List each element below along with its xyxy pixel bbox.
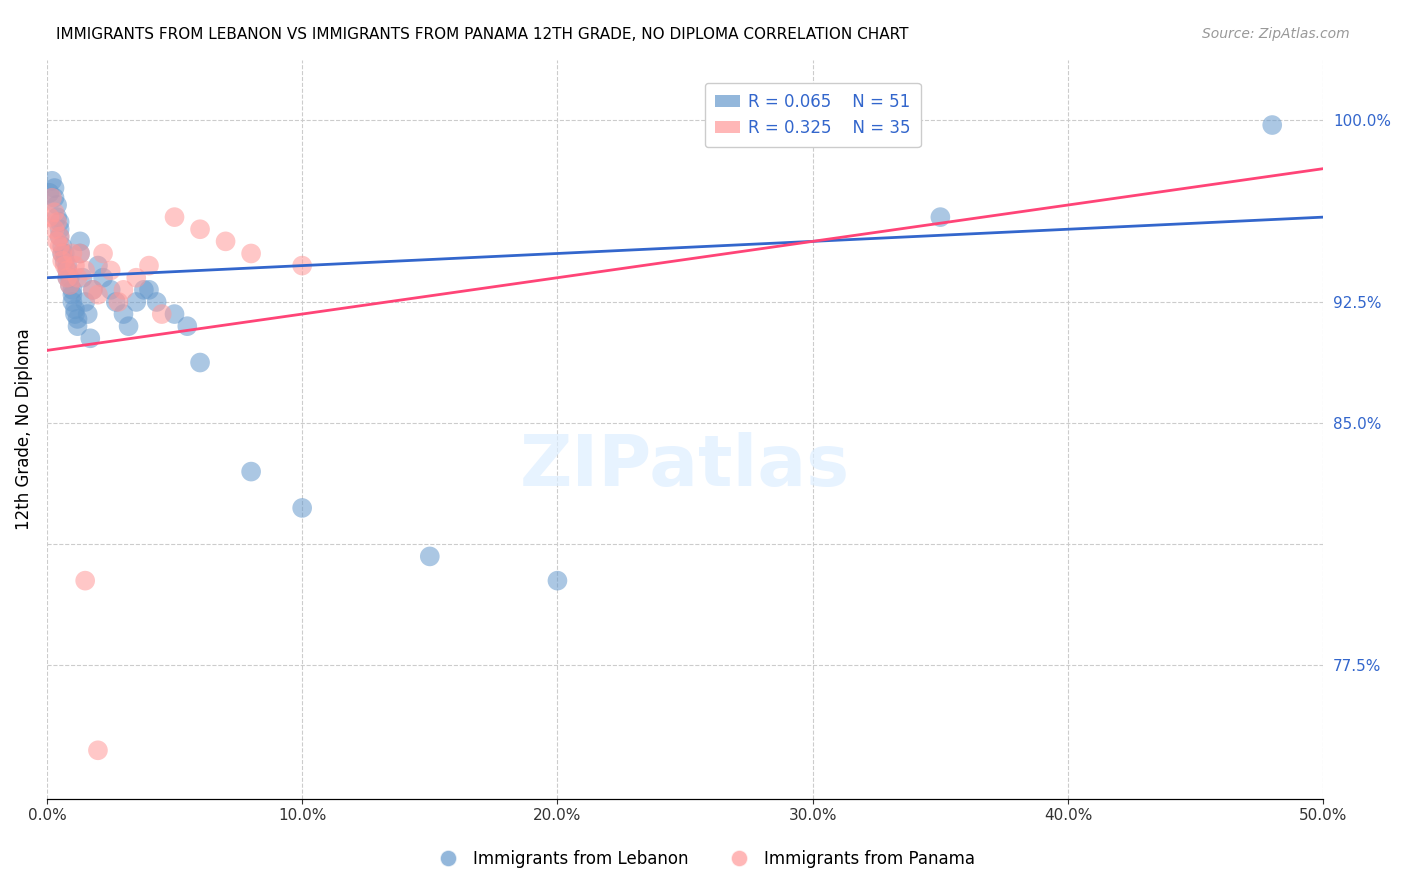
Point bbox=[69, 235, 91, 249]
Text: ZIPatlas: ZIPatlas bbox=[520, 432, 851, 500]
Point bbox=[104, 295, 127, 310]
Legend: Immigrants from Lebanon, Immigrants from Panama: Immigrants from Lebanon, Immigrants from… bbox=[425, 844, 981, 875]
Point bbox=[291, 259, 314, 273]
Point bbox=[91, 246, 114, 260]
Point bbox=[929, 210, 952, 224]
Point bbox=[62, 295, 84, 310]
Point bbox=[79, 331, 101, 345]
Point bbox=[107, 295, 129, 310]
Point bbox=[63, 259, 86, 273]
Point bbox=[51, 246, 73, 260]
Point bbox=[48, 229, 70, 244]
Point bbox=[100, 263, 122, 277]
Point bbox=[66, 312, 89, 326]
Point bbox=[63, 307, 86, 321]
Point bbox=[69, 246, 91, 260]
Point bbox=[125, 295, 148, 310]
Point bbox=[44, 205, 66, 219]
Point bbox=[59, 277, 82, 292]
Point bbox=[48, 222, 70, 236]
Legend: R = 0.065    N = 51, R = 0.325    N = 35: R = 0.065 N = 51, R = 0.325 N = 35 bbox=[704, 83, 921, 147]
Point bbox=[138, 283, 160, 297]
Point bbox=[240, 465, 263, 479]
Point bbox=[112, 283, 135, 297]
Point bbox=[62, 283, 84, 297]
Point bbox=[163, 210, 186, 224]
Point bbox=[291, 500, 314, 515]
Point bbox=[56, 263, 79, 277]
Point bbox=[419, 549, 441, 564]
Point bbox=[82, 283, 104, 297]
Point bbox=[44, 181, 66, 195]
Point bbox=[51, 239, 73, 253]
Point bbox=[38, 210, 60, 224]
Point bbox=[188, 355, 211, 369]
Point bbox=[75, 263, 97, 277]
Point bbox=[44, 191, 66, 205]
Point bbox=[48, 229, 70, 244]
Point bbox=[91, 270, 114, 285]
Point bbox=[76, 307, 98, 321]
Point bbox=[1261, 118, 1284, 132]
Point bbox=[44, 222, 66, 236]
Point bbox=[66, 270, 89, 285]
Point bbox=[546, 574, 568, 588]
Point bbox=[87, 743, 110, 757]
Point bbox=[214, 235, 236, 249]
Point bbox=[53, 259, 76, 273]
Text: IMMIGRANTS FROM LEBANON VS IMMIGRANTS FROM PANAMA 12TH GRADE, NO DIPLOMA CORRELA: IMMIGRANTS FROM LEBANON VS IMMIGRANTS FR… bbox=[56, 27, 908, 42]
Text: Source: ZipAtlas.com: Source: ZipAtlas.com bbox=[1202, 27, 1350, 41]
Point bbox=[41, 191, 63, 205]
Point bbox=[87, 259, 110, 273]
Point bbox=[51, 253, 73, 268]
Point bbox=[53, 253, 76, 268]
Point bbox=[46, 210, 69, 224]
Point bbox=[46, 198, 69, 212]
Point bbox=[163, 307, 186, 321]
Point bbox=[72, 270, 94, 285]
Point bbox=[138, 259, 160, 273]
Point bbox=[48, 215, 70, 229]
Point bbox=[176, 319, 198, 334]
Point bbox=[150, 307, 173, 321]
Point bbox=[188, 222, 211, 236]
Point bbox=[56, 270, 79, 285]
Point bbox=[69, 246, 91, 260]
Point bbox=[38, 186, 60, 200]
Point bbox=[62, 287, 84, 301]
Point bbox=[51, 246, 73, 260]
Point bbox=[63, 302, 86, 317]
Y-axis label: 12th Grade, No Diploma: 12th Grade, No Diploma bbox=[15, 328, 32, 530]
Point bbox=[75, 295, 97, 310]
Point bbox=[66, 319, 89, 334]
Point bbox=[46, 215, 69, 229]
Point bbox=[117, 319, 139, 334]
Point bbox=[240, 246, 263, 260]
Point bbox=[62, 246, 84, 260]
Point bbox=[41, 174, 63, 188]
Point bbox=[53, 246, 76, 260]
Point bbox=[56, 270, 79, 285]
Point bbox=[145, 295, 167, 310]
Point bbox=[82, 283, 104, 297]
Point bbox=[132, 283, 155, 297]
Point bbox=[75, 574, 97, 588]
Point bbox=[87, 287, 110, 301]
Point bbox=[56, 263, 79, 277]
Point bbox=[125, 270, 148, 285]
Point bbox=[100, 283, 122, 297]
Point bbox=[59, 277, 82, 292]
Point bbox=[46, 235, 69, 249]
Point bbox=[59, 270, 82, 285]
Point bbox=[112, 307, 135, 321]
Point bbox=[56, 259, 79, 273]
Point bbox=[48, 239, 70, 253]
